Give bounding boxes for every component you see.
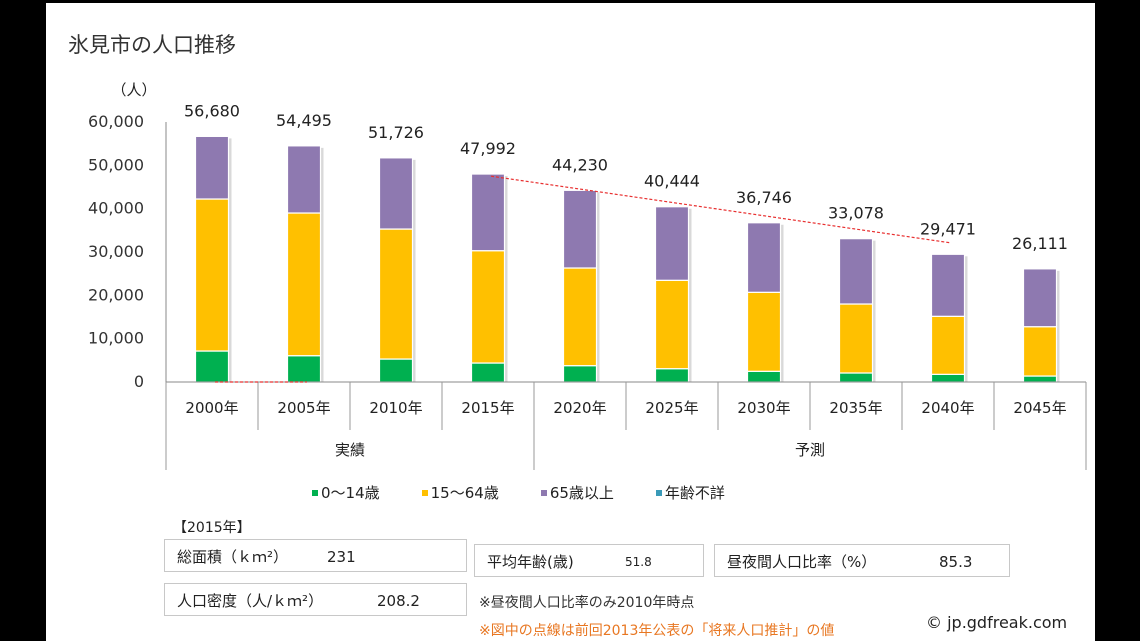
- area-box: 総面積（ｋｍ²） 231: [164, 539, 467, 572]
- legend-item: 年齢不詳: [655, 482, 725, 503]
- bar-segment-2020-1: [562, 267, 598, 367]
- legend-swatch-icon: [312, 489, 318, 496]
- bar-segment-2015-0: [470, 362, 506, 383]
- bar-segment-2025-0: [654, 368, 690, 383]
- density-value: 208.2: [377, 592, 420, 610]
- y-tick-label: 10,000: [88, 329, 144, 348]
- chart-canvas: 氷見市の人口推移 （人） 0 10,000 20,000 30,000 40,000 50,…: [46, 3, 1095, 641]
- bar-segment-2015-2: [470, 173, 506, 252]
- x-tick-label: 2025年: [645, 399, 698, 417]
- legend-label: 年齢不詳: [664, 484, 725, 502]
- bar-segment-2010-2: [378, 157, 414, 230]
- daynight-box: 昼夜間人口比率（%） 85.3: [714, 544, 1010, 577]
- total-label: 51,726: [368, 123, 424, 142]
- total-label: 56,680: [184, 101, 240, 120]
- total-label: 29,471: [920, 219, 976, 238]
- avg-age-value: 51.8: [625, 555, 652, 569]
- x-tick-label: 2030年: [737, 399, 790, 417]
- bar-segment-2035-1: [838, 303, 874, 374]
- y-tick-label: 20,000: [88, 285, 144, 304]
- bar-segment-2020-2: [562, 189, 598, 269]
- legend-swatch-icon: [421, 489, 428, 496]
- y-tick-label: 50,000: [88, 155, 144, 174]
- bar-segment-2010-1: [378, 228, 414, 360]
- credit-link[interactable]: © jp.gdfreak.com: [926, 613, 1068, 632]
- legend-item: 65歳以上: [540, 482, 614, 503]
- info-year-label: 【2015年】: [173, 520, 251, 536]
- total-label: 44,230: [552, 155, 608, 174]
- bar-segment-2040-1: [930, 315, 966, 375]
- density-box: 人口密度（人/ｋｍ²） 208.2: [164, 583, 467, 616]
- total-label: 54,495: [276, 111, 332, 130]
- previous-projection-line: [490, 175, 952, 244]
- bar-segment-2010-0: [378, 358, 414, 383]
- legend-item: 15〜64歳: [421, 482, 499, 503]
- bar-segment-2030-2: [746, 222, 782, 293]
- density-label: 人口密度（人/ｋｍ²）: [177, 592, 324, 610]
- avg-age-box: 平均年齢(歳) 51.8: [474, 544, 704, 577]
- note-daynight: ※昼夜間人口比率のみ2010年時点: [479, 595, 695, 611]
- bar-segment-2045-0: [1022, 375, 1058, 383]
- legend-swatch-icon: [655, 489, 662, 496]
- legend-swatch-icon: [540, 489, 547, 496]
- bar-segment-2025-1: [654, 279, 690, 370]
- legend: 0〜14歳 15〜64歳 65歳以上 年齢不詳: [312, 482, 767, 503]
- total-label: 33,078: [828, 204, 884, 223]
- bar-segment-2030-1: [746, 291, 782, 372]
- y-tick-label: 60,000: [88, 112, 144, 131]
- bar-segment-2045-1: [1022, 326, 1058, 377]
- bar-segment-2030-0: [746, 370, 782, 383]
- avg-age-label: 平均年齢(歳): [487, 553, 574, 571]
- bar-segment-2020-0: [562, 365, 598, 383]
- bar-segment-2035-0: [838, 372, 874, 383]
- x-tick-label: 2020年: [553, 399, 606, 417]
- chart-title: 氷見市の人口推移: [68, 33, 236, 57]
- x-tick-label: 2035年: [829, 399, 882, 417]
- legend-label: 65歳以上: [549, 484, 614, 502]
- bar-segment-2025-2: [654, 206, 690, 281]
- bar-segment-2035-2: [838, 238, 874, 305]
- total-label: 26,111: [1012, 234, 1068, 253]
- total-label: 40,444: [644, 172, 700, 191]
- total-label: 36,746: [736, 188, 792, 207]
- bar-segment-2000-0: [194, 350, 230, 383]
- x-tick-label: 2040年: [921, 399, 974, 417]
- bar-segment-2045-2: [1022, 268, 1058, 328]
- note-dashed-line: ※図中の点線は前回2013年公表の「将来人口推計」の値: [479, 623, 835, 639]
- y-tick-label: 40,000: [88, 199, 144, 218]
- x-tick-label: 2010年: [369, 399, 422, 417]
- x-tick-label: 2005年: [277, 399, 330, 417]
- legend-item: 0〜14歳: [312, 482, 380, 503]
- y-axis-label: （人）: [111, 81, 156, 99]
- area-label: 総面積（ｋｍ²）: [177, 548, 289, 566]
- daynight-value: 85.3: [939, 553, 973, 571]
- x-group-label: 予測: [795, 441, 825, 459]
- x-group-label: 実績: [335, 441, 365, 459]
- daynight-label: 昼夜間人口比率（%）: [727, 553, 877, 571]
- legend-label: 0〜14歳: [321, 484, 380, 502]
- area-value: 231: [327, 548, 356, 566]
- x-tick-label: 2000年: [185, 399, 238, 417]
- x-tick-label: 2045年: [1013, 399, 1066, 417]
- total-label: 47,992: [460, 139, 516, 158]
- y-tick-label: 30,000: [88, 242, 144, 261]
- bar-segment-2040-2: [930, 253, 966, 317]
- stacked-bar-chart: （人） 0 10,000 20,000 30,000 40,000 50,000 60,000…: [88, 81, 1087, 470]
- x-tick-label: 2015年: [461, 399, 514, 417]
- bar-segment-2000-1: [194, 198, 230, 352]
- bar-segment-2005-1: [286, 212, 322, 357]
- legend-label: 15〜64歳: [430, 484, 499, 502]
- bar-segment-2005-2: [286, 145, 322, 214]
- bar-segment-2015-1: [470, 250, 506, 364]
- bar-segment-2005-0: [286, 355, 322, 383]
- y-tick-label: 0: [134, 372, 144, 391]
- bar-segment-2040-0: [930, 373, 966, 383]
- bar-segment-2000-2: [194, 135, 230, 200]
